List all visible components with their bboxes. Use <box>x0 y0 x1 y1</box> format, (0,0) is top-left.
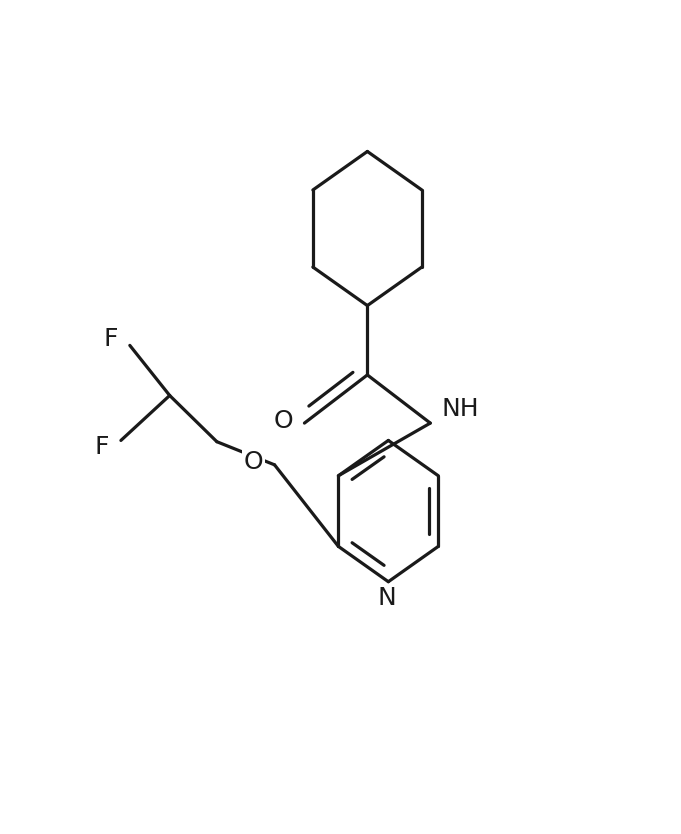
Text: O: O <box>274 409 294 433</box>
Text: O: O <box>244 450 264 474</box>
Text: F: F <box>104 327 118 351</box>
Text: NH: NH <box>442 397 479 421</box>
Text: F: F <box>95 435 110 459</box>
Text: N: N <box>378 586 396 610</box>
